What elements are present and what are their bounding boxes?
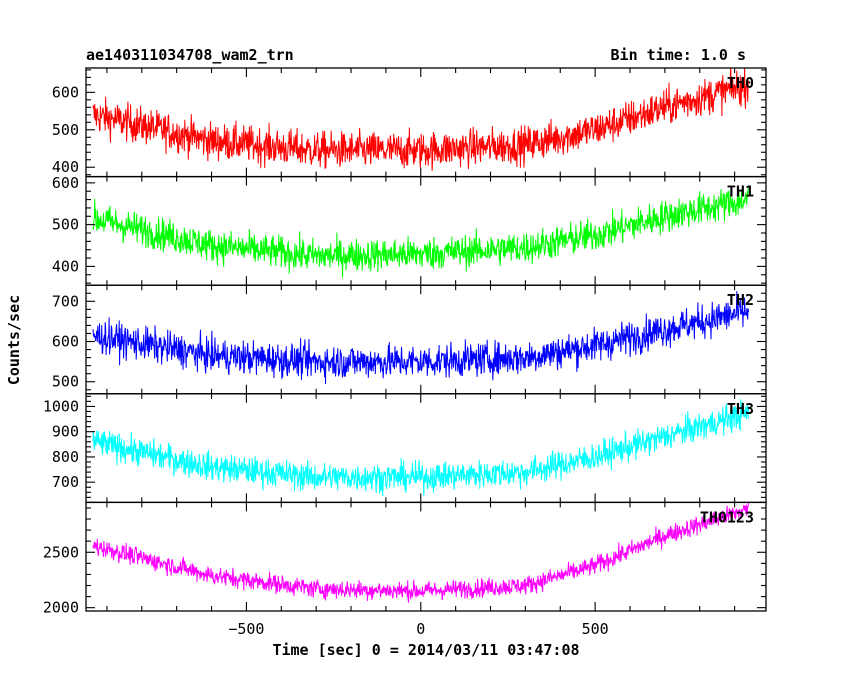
y-tick-label: 500 [52,373,79,391]
series-th2 [92,291,750,385]
panel-label-th0: TH0 [727,74,754,92]
panel-label-th3: TH3 [727,400,754,418]
y-tick-label: 1000 [43,397,79,415]
y-tick-label: 700 [52,473,79,491]
series-th1 [92,188,750,278]
series-th0 [92,68,750,172]
panel-frame [85,393,767,504]
y-tick-label: 600 [52,333,79,351]
x-tick-label: −500 [228,620,264,638]
bin-time-label: Bin time: 1.0 s [611,46,746,64]
y-tick-label: 500 [52,121,79,139]
x-tick-label: 0 [416,620,425,638]
x-tick-label: 500 [582,620,609,638]
x-axis-label: Time [sec] 0 = 2014/03/11 03:47:08 [272,641,579,659]
panel-th1: 400 500 600 TH1 [52,174,767,286]
y-tick-label: 700 [52,292,79,310]
panel-frame [85,175,767,286]
panel-th3: 700 800 900 1000 TH3 [43,393,767,504]
panel-label-th1: TH1 [727,183,754,201]
y-tick-label: 400 [52,257,79,275]
panel-th0: 400 500 600 TH0 [52,67,767,178]
y-tick-label: 600 [52,174,79,192]
y-tick-label: 900 [52,423,79,441]
panel-frame [85,501,767,612]
series-th0123 [92,502,750,603]
y-axis-label: Counts/sec [5,295,23,385]
y-tick-label: 500 [52,216,79,234]
panel-th0123: 2000 2500 TH0123 [43,501,767,617]
panel-label-th0123: TH0123 [700,508,754,526]
panels-group: 400 500 600 TH0 400 500 600 TH1 500 600 700 TH2 700 8… [43,67,767,638]
y-tick-label: 400 [52,158,79,176]
series-th3 [92,399,750,497]
y-tick-label: 800 [52,448,79,466]
chart-title: ae140311034708_wam2_trn [86,46,294,64]
panel-th2: 500 600 700 TH2 [52,284,767,395]
y-tick-label: 2000 [43,599,79,617]
y-tick-label: 2500 [43,543,79,561]
panel-frame [85,284,767,395]
y-tick-label: 600 [52,83,79,101]
panel-label-th2: TH2 [727,291,754,309]
